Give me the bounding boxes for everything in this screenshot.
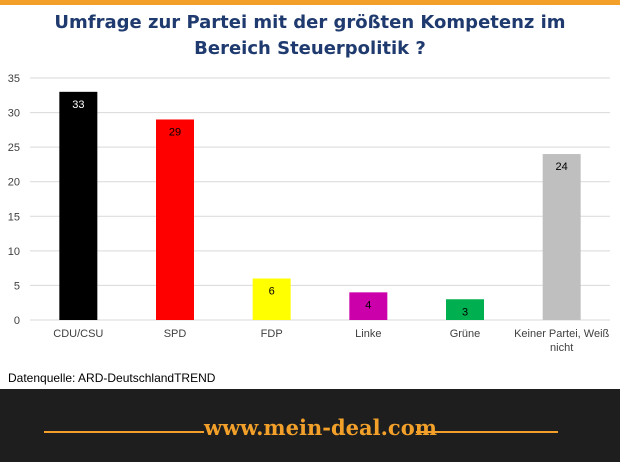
footer-url[interactable]: www.mein-deal.com — [204, 415, 437, 440]
y-tick-label: 35 — [8, 73, 20, 85]
data-label: 4 — [365, 299, 371, 311]
top-accent-bar — [0, 0, 620, 5]
category-label: Grüne — [450, 328, 481, 340]
category-label: nicht — [550, 342, 573, 354]
y-tick-label: 0 — [14, 315, 20, 327]
data-label: 29 — [169, 126, 181, 138]
footer-divider-left — [44, 431, 204, 433]
y-tick-label: 5 — [14, 280, 20, 292]
data-label: 6 — [269, 286, 275, 298]
chart-title-line-1: Umfrage zur Partei mit der größten Kompe… — [54, 12, 566, 33]
footer-divider-right — [416, 431, 558, 433]
bar-5 — [542, 154, 581, 320]
chart-title: Umfrage zur Partei mit der größten Kompe… — [0, 10, 620, 62]
y-tick-label: 20 — [8, 177, 20, 189]
category-label: Keiner Partei, Weiß — [514, 328, 609, 340]
y-tick-label: 25 — [8, 142, 20, 154]
bar-0 — [59, 91, 98, 320]
footer-banner: www.mein-deal.com — [0, 389, 620, 462]
y-tick-label: 10 — [8, 246, 20, 258]
bar-3 — [349, 292, 388, 320]
bar-2 — [252, 278, 291, 320]
category-label: FDP — [261, 328, 283, 340]
data-label: 24 — [556, 161, 568, 173]
category-label: CDU/CSU — [53, 328, 103, 340]
category-label: Linke — [355, 328, 381, 340]
chart-title-line-2: Bereich Steuerpolitik ? — [194, 38, 426, 59]
bar-4 — [446, 299, 484, 320]
data-label: 33 — [72, 99, 84, 111]
category-label: SPD — [164, 328, 187, 340]
data-label: 3 — [462, 306, 468, 318]
y-tick-label: 15 — [8, 211, 20, 223]
y-tick-label: 30 — [8, 108, 20, 120]
bar-1 — [156, 119, 194, 320]
bar-chart: 0 5 10 15 20 25 30 35 33 CDU/CSU 29 SPD 6 FDP 4 Linke 3 G… — [8, 73, 610, 354]
data-source-note: Datenquelle: ARD-DeutschlandTREND — [8, 371, 216, 385]
